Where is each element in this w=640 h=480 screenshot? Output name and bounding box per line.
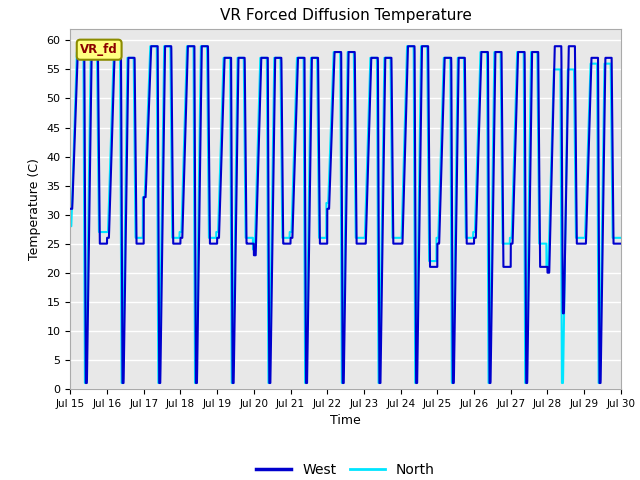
North xyxy=(500,241,508,247)
North xyxy=(166,43,173,49)
West xyxy=(166,43,173,49)
North xyxy=(325,171,333,177)
North xyxy=(81,380,89,386)
Line: North: North xyxy=(70,46,621,383)
North xyxy=(67,223,74,229)
West xyxy=(82,380,90,386)
West xyxy=(325,202,333,208)
West xyxy=(439,123,447,129)
Text: VR_fd: VR_fd xyxy=(80,43,118,56)
X-axis label: Time: Time xyxy=(330,414,361,427)
North xyxy=(617,235,625,240)
Title: VR Forced Diffusion Temperature: VR Forced Diffusion Temperature xyxy=(220,9,472,24)
North xyxy=(616,235,624,240)
Y-axis label: Temperature (C): Temperature (C) xyxy=(28,158,41,260)
West xyxy=(616,241,624,247)
North xyxy=(147,43,154,49)
Legend: West, North: West, North xyxy=(251,457,440,480)
West xyxy=(500,264,508,270)
West xyxy=(469,241,477,247)
North xyxy=(469,235,477,240)
Line: West: West xyxy=(70,46,621,383)
West xyxy=(617,241,625,247)
North xyxy=(439,91,447,97)
West xyxy=(67,206,74,212)
West xyxy=(147,43,155,49)
